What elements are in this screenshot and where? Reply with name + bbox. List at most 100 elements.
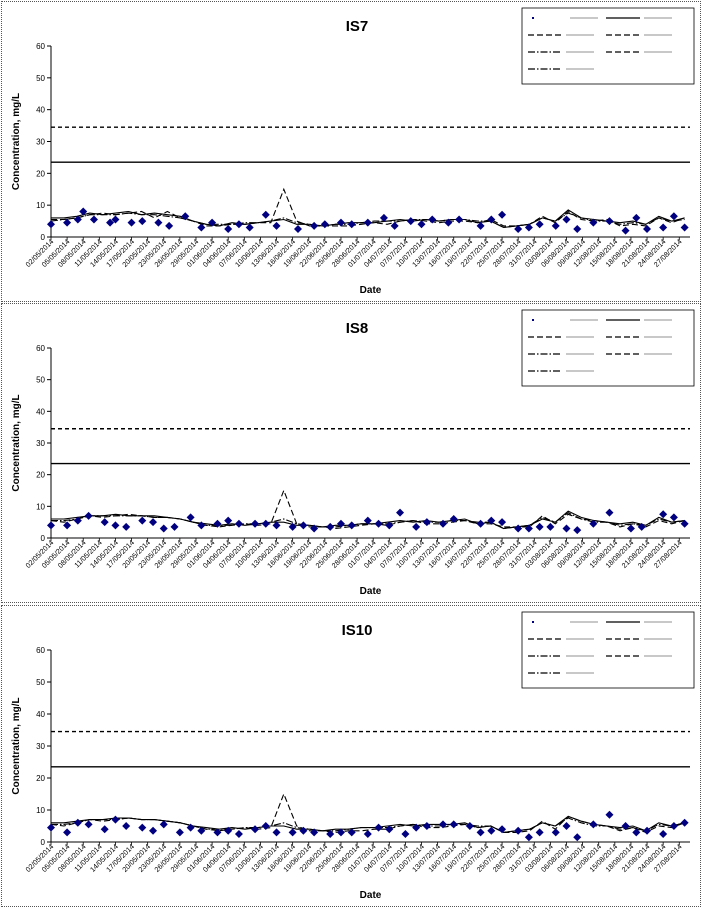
data-point <box>154 218 163 227</box>
data-point <box>197 223 206 232</box>
data-point <box>111 215 120 224</box>
legend-text-3 <box>644 34 672 36</box>
data-point <box>487 826 496 835</box>
data-point <box>422 518 431 527</box>
legend-text-4 <box>566 655 594 657</box>
data-point <box>487 516 496 525</box>
data-point <box>374 823 383 832</box>
legend-text-3 <box>644 336 672 338</box>
data-point <box>669 822 678 830</box>
data-point <box>498 825 507 834</box>
legend-marker-0 <box>532 621 534 623</box>
y-tick-label: 30 <box>36 138 45 147</box>
data-point <box>412 823 421 832</box>
data-point <box>320 220 329 229</box>
data-point <box>89 215 98 224</box>
y-tick-label: 0 <box>41 233 46 242</box>
data-point <box>272 521 281 530</box>
data-point <box>336 828 345 837</box>
data-point <box>79 207 88 216</box>
series-line-dash-dot-2 <box>51 817 685 833</box>
legend-text-3 <box>644 638 672 640</box>
data-point <box>47 823 55 832</box>
data-point <box>326 830 335 838</box>
data-point <box>562 215 571 224</box>
legend-marker-0 <box>532 319 534 321</box>
data-point <box>336 519 345 528</box>
data-point <box>476 519 485 528</box>
data-point <box>444 218 453 227</box>
chart-title: IS8 <box>346 320 369 337</box>
data-point <box>680 519 689 528</box>
y-tick-label: 50 <box>36 678 45 687</box>
data-point <box>336 218 345 227</box>
data-point <box>310 524 319 533</box>
data-point <box>535 522 544 531</box>
legend-text-0 <box>570 621 598 623</box>
data-point <box>465 822 474 830</box>
data-point <box>251 825 260 834</box>
data-point <box>374 519 383 528</box>
data-point <box>272 828 281 837</box>
y-tick-label: 20 <box>36 774 45 783</box>
data-point <box>632 828 641 837</box>
chart-panel-is7: IS7 0 10 20 30 40 50 60 02/05/2014 05/05/2014 08/0… <box>1 1 701 302</box>
data-point <box>551 828 560 837</box>
data-point <box>562 524 571 533</box>
data-point <box>106 218 115 227</box>
data-point <box>73 516 82 525</box>
data-point <box>294 225 303 234</box>
data-point <box>213 519 222 528</box>
data-point <box>605 217 614 226</box>
data-point <box>224 516 233 525</box>
chart-panel-is10: IS10 0 10 20 30 40 50 60 02/05/2014 05/05/2014 08/… <box>1 605 701 907</box>
data-point <box>234 519 243 528</box>
data-point <box>84 511 93 520</box>
data-point <box>401 830 410 838</box>
data-point <box>514 225 523 234</box>
data-point <box>245 223 254 232</box>
legend-text-1 <box>644 621 672 623</box>
series-line-dashed-0 <box>50 792 685 833</box>
data-point <box>234 220 243 229</box>
legend-text-2 <box>566 638 594 640</box>
chart-legend <box>521 611 695 689</box>
data-point <box>573 833 582 842</box>
legend-text-1 <box>644 17 672 19</box>
data-point <box>84 820 93 829</box>
data-point <box>170 522 179 531</box>
data-point <box>659 510 668 519</box>
data-point <box>562 822 571 830</box>
data-point <box>197 826 206 835</box>
legend-text-4 <box>566 51 594 53</box>
data-point <box>417 220 426 229</box>
y-tick-label: 60 <box>36 646 45 655</box>
data-point <box>363 516 372 525</box>
data-point <box>261 519 270 528</box>
data-point <box>524 223 533 232</box>
y-tick-label: 20 <box>36 169 45 178</box>
legend-frame <box>521 309 695 387</box>
legend-text-5 <box>644 51 672 53</box>
y-tick-label: 0 <box>41 838 46 847</box>
chart-legend <box>521 309 695 387</box>
data-point <box>213 828 222 837</box>
data-point <box>535 828 544 837</box>
chart-is10: IS10010203040506002/05/201405/05/201408/… <box>11 611 695 901</box>
chart-is8: IS8010203040506002/05/201405/05/201408/0… <box>11 309 695 597</box>
data-point <box>438 519 447 528</box>
legend-text-6 <box>566 370 594 372</box>
data-point <box>498 518 507 527</box>
data-point <box>186 823 195 832</box>
data-point <box>186 513 195 522</box>
data-point <box>449 515 458 523</box>
data-point <box>251 519 260 528</box>
data-point <box>438 820 447 829</box>
data-point <box>138 823 147 832</box>
data-point <box>73 215 82 224</box>
data-point <box>637 522 646 531</box>
y-tick-label: 10 <box>36 806 45 815</box>
data-point <box>428 215 437 224</box>
data-point <box>111 521 120 530</box>
